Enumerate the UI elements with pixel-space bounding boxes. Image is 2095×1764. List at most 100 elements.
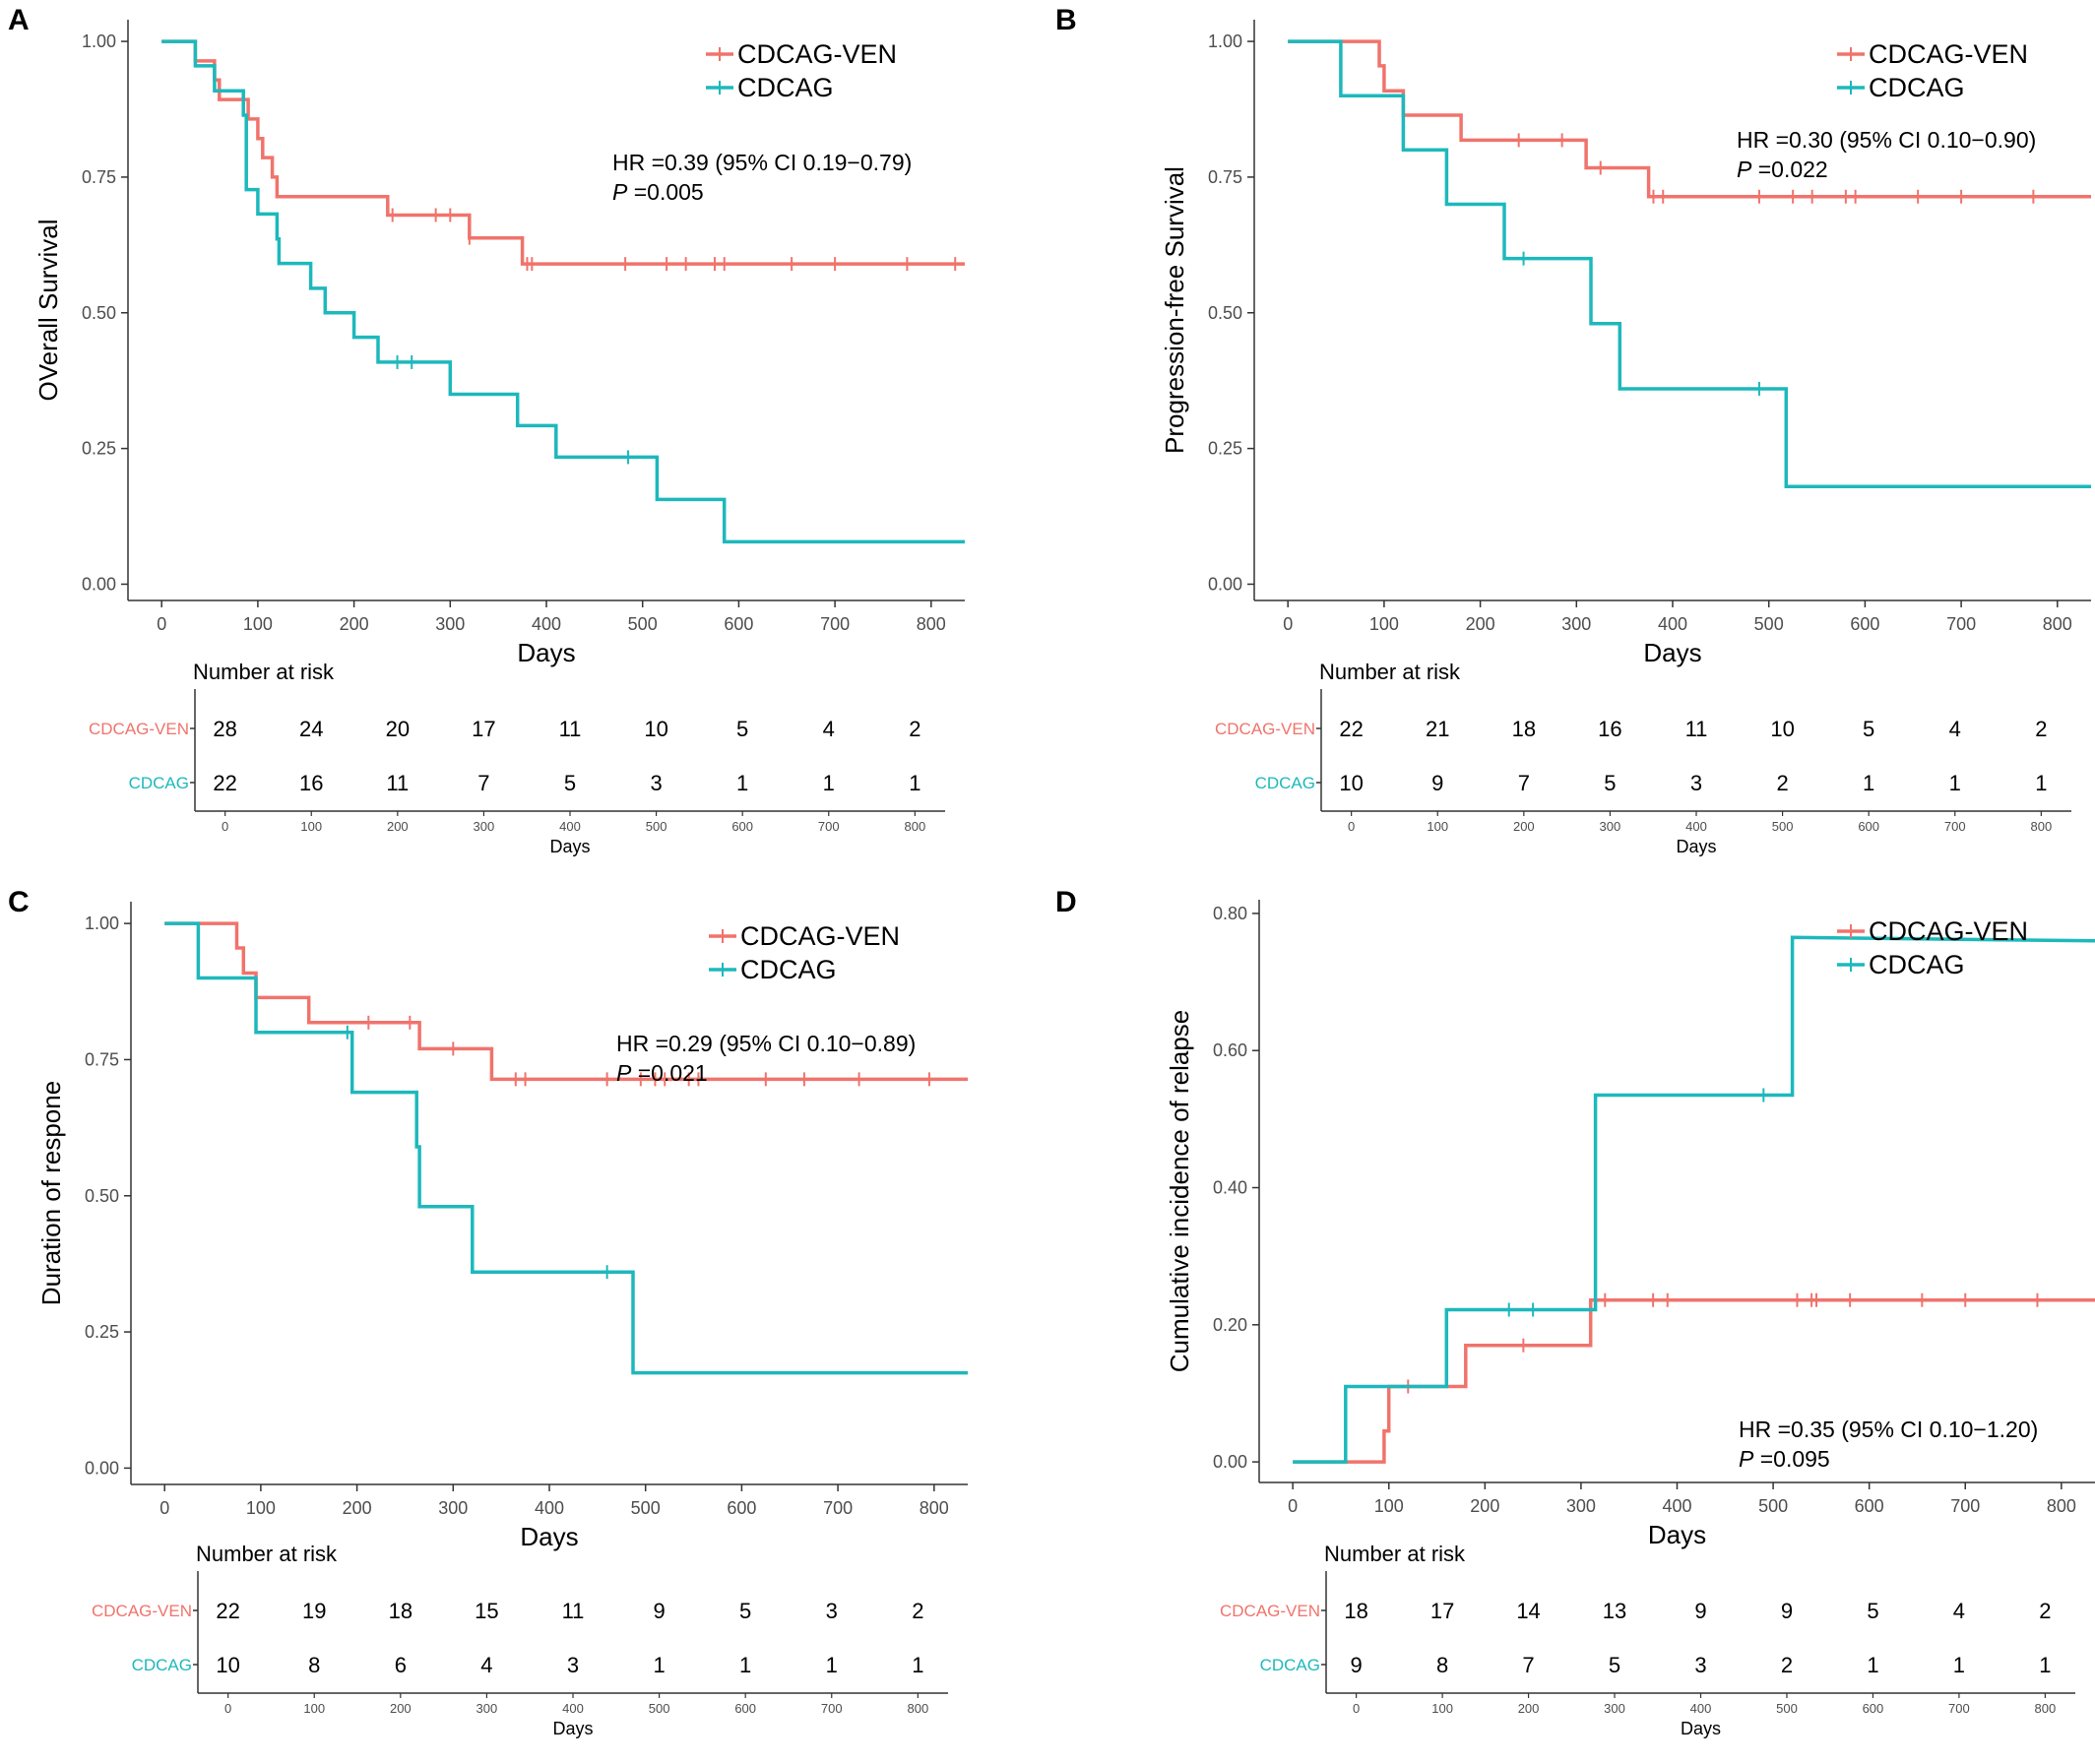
risk-cell: 1 [909,771,921,795]
risk-cell: 8 [308,1653,320,1677]
risk-cell: 20 [386,717,410,741]
risk-x-axis-title: Days [552,1719,593,1738]
risk-cell: 18 [389,1599,413,1623]
risk-x-tick-label: 100 [300,819,322,834]
x-tick-label: 100 [1369,614,1399,634]
p-symbol: P [616,1060,632,1086]
risk-cell: 9 [1694,1599,1706,1623]
risk-x-tick-label: 200 [1518,1701,1540,1716]
risk-cell: 16 [299,771,323,795]
y-tick-label: 0.50 [85,1186,119,1206]
risk-cell: 11 [559,717,582,741]
legend-label: CDCAG [1869,950,1965,979]
risk-cell: 1 [823,771,835,795]
x-tick-label: 800 [2043,614,2072,634]
risk-row-label: CDCAG-VEN [1215,720,1315,738]
risk-cell: 1 [912,1653,923,1677]
y-tick-label: 1.00 [85,914,119,933]
y-tick-label: 0.75 [85,1049,119,1069]
hr-annotation: HR =0.30 (95% CI 0.10−0.90) [1737,127,2036,153]
y-axis-title: Duration of respone [36,1081,66,1305]
risk-x-axis-title: Days [1676,837,1716,856]
x-axis-title: Days [520,1522,578,1551]
x-tick-label: 200 [1470,1496,1499,1516]
y-tick-label: 0.80 [1213,904,1247,923]
risk-x-tick-label: 700 [821,1701,843,1716]
risk-cell: 2 [1781,1653,1793,1677]
x-tick-label: 500 [628,614,658,634]
y-tick-label: 0.50 [1208,303,1242,323]
risk-cell: 19 [302,1599,326,1623]
risk-x-axis-title: Days [549,837,590,856]
risk-cell: 2 [909,717,921,741]
risk-row-label: CDCAG [129,774,189,792]
risk-cell: 13 [1603,1599,1626,1623]
p-value: =0.021 [631,1060,707,1086]
panel-d: D 0.00 0.20 0.40 0.60 0.80 0 100 200 300 400 500 600… [1048,882,2095,1764]
risk-x-tick-label: 700 [1944,819,1966,834]
risk-cell: 21 [1426,717,1449,741]
risk-x-tick-label: 400 [1690,1701,1712,1716]
series-line-cdcag-ven [164,921,968,1082]
legend-label: CDCAG-VEN [1869,916,2028,946]
x-tick-label: 500 [1758,1496,1788,1516]
y-tick-label: 0.60 [1213,1040,1247,1060]
risk-cell: 17 [1430,1599,1454,1623]
p-annotation: P =0.095 [1739,1446,1830,1472]
x-tick-label: 200 [340,614,369,634]
series-line-cdcag [1288,39,2091,488]
panel-letter: A [8,4,30,36]
risk-x-tick-label: 200 [390,1701,412,1716]
risk-cell: 2 [2035,717,2047,741]
p-value: =0.005 [627,179,703,205]
x-tick-label: 400 [1658,614,1687,634]
risk-x-tick-label: 300 [476,1701,498,1716]
legend-label: CDCAG-VEN [737,39,897,69]
risk-cell: 1 [1867,1653,1878,1677]
x-tick-label: 300 [1561,614,1591,634]
risk-x-tick-label: 800 [2035,1701,2057,1716]
risk-x-tick-label: 200 [387,819,409,834]
x-axis-title: Days [517,638,575,667]
risk-cell: 5 [1863,717,1874,741]
panel-a: A 0.00 0.25 0.50 0.75 1.00 0 100 200 300 400 500 600… [0,0,1048,882]
risk-cell: 1 [736,771,748,795]
risk-cell: 1 [1953,1653,1965,1677]
risk-x-tick-label: 100 [303,1701,325,1716]
risk-cell: 3 [650,771,662,795]
x-tick-label: 700 [820,614,850,634]
risk-cell: 3 [567,1653,579,1677]
risk-cell: 9 [1350,1653,1362,1677]
x-tick-label: 300 [438,1498,468,1518]
x-tick-label: 400 [532,614,561,634]
y-tick-label: 0.75 [82,167,116,187]
risk-x-tick-label: 0 [1348,819,1355,834]
risk-cell: 10 [1339,771,1363,795]
x-tick-label: 300 [435,614,465,634]
x-tick-label: 300 [1566,1496,1596,1516]
hr-annotation: HR =0.29 (95% CI 0.10−0.89) [616,1031,916,1056]
risk-cell: 1 [739,1653,751,1677]
legend-label: CDCAG [740,955,837,984]
risk-x-tick-label: 700 [1948,1701,1970,1716]
risk-x-tick-label: 600 [1863,1701,1884,1716]
risk-cell: 24 [299,717,323,741]
risk-cell: 1 [2035,771,2047,795]
x-tick-label: 100 [246,1498,276,1518]
risk-cell: 3 [1694,1653,1706,1677]
x-tick-label: 500 [631,1498,661,1518]
risk-cell: 14 [1516,1599,1540,1623]
series-line-cdcag [164,921,968,1375]
risk-row-label: CDCAG [1255,774,1315,792]
panel-letter: C [8,886,30,918]
x-tick-label: 0 [159,1498,169,1518]
risk-cell: 5 [1604,771,1616,795]
risk-cell: 2 [2039,1599,2051,1623]
risk-cell: 1 [1949,771,1961,795]
risk-cell: 8 [1436,1653,1448,1677]
risk-x-tick-label: 300 [1600,819,1621,834]
risk-x-tick-label: 0 [1353,1701,1360,1716]
risk-cell: 6 [395,1653,407,1677]
y-tick-label: 0.75 [1208,167,1242,187]
y-axis-title: Cumulative incidence of relapse [1165,1010,1194,1373]
